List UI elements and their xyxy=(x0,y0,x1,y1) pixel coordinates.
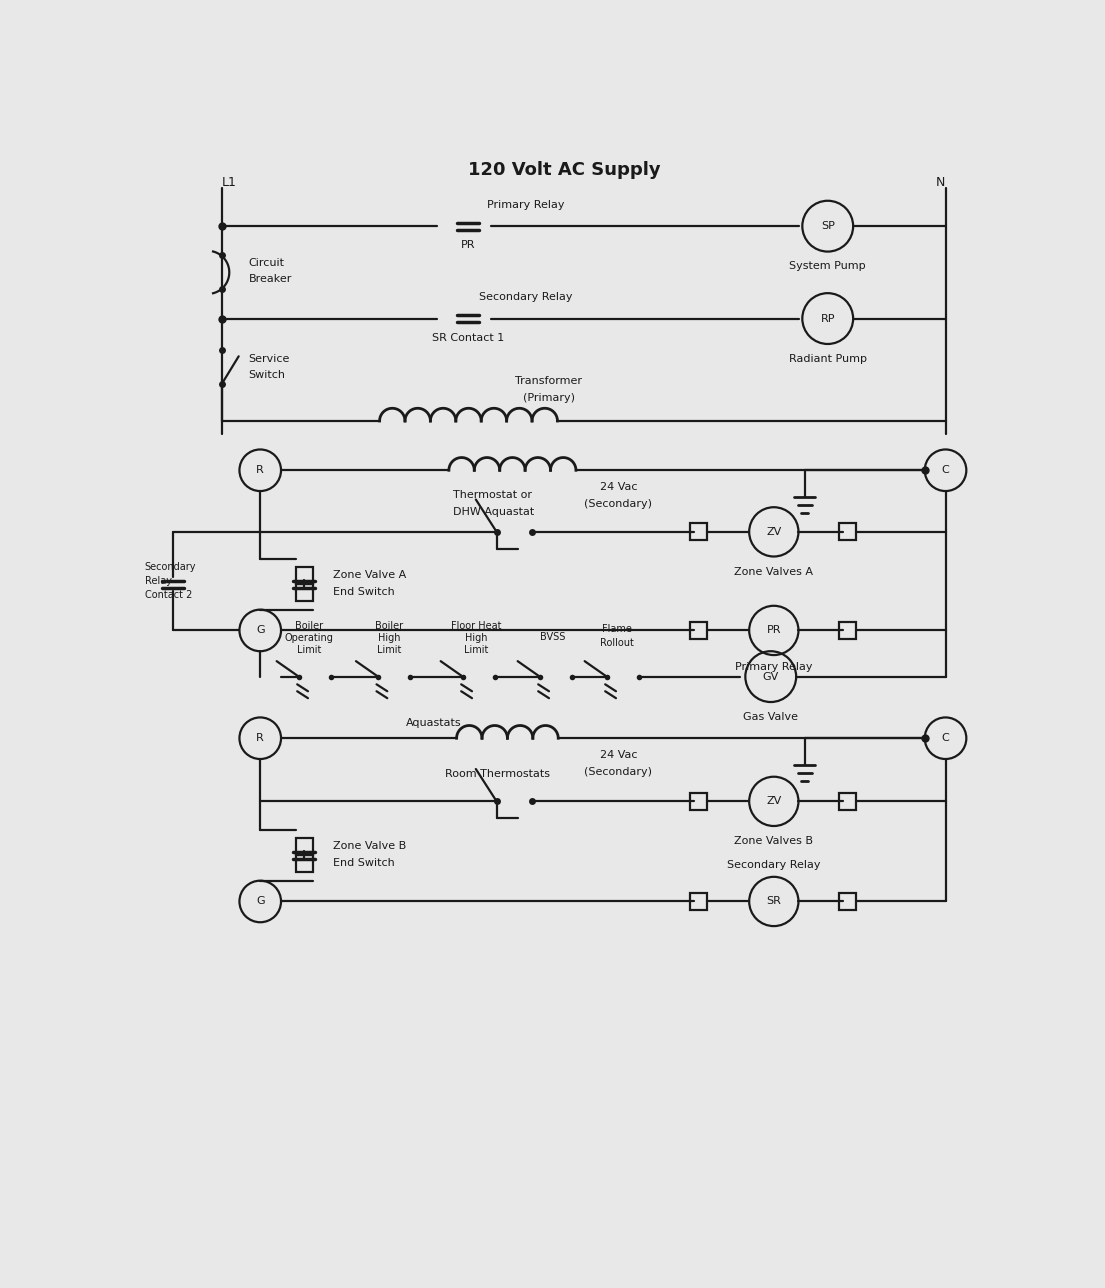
Text: 120 Volt AC Supply: 120 Volt AC Supply xyxy=(469,161,661,179)
Text: Zone Valves A: Zone Valves A xyxy=(735,567,813,577)
Text: End Switch: End Switch xyxy=(334,858,396,868)
Text: Secondary Relay: Secondary Relay xyxy=(727,859,821,869)
Text: RP: RP xyxy=(821,313,835,323)
Bar xyxy=(840,523,856,541)
Text: Zone Valves B: Zone Valves B xyxy=(735,836,813,846)
Text: Flame: Flame xyxy=(602,623,632,634)
Text: Limit: Limit xyxy=(296,645,320,656)
Text: Contact 2: Contact 2 xyxy=(145,590,192,600)
Text: (Secondary): (Secondary) xyxy=(585,768,652,777)
Text: End Switch: End Switch xyxy=(334,587,396,596)
Text: Primary Relay: Primary Relay xyxy=(487,200,565,210)
Text: GV: GV xyxy=(762,671,779,681)
Text: G: G xyxy=(256,896,264,907)
Text: Limit: Limit xyxy=(377,645,401,656)
Text: SR Contact 1: SR Contact 1 xyxy=(432,332,504,343)
Text: PR: PR xyxy=(461,241,475,250)
Bar xyxy=(296,838,313,855)
Text: 24 Vac: 24 Vac xyxy=(600,482,638,492)
Text: SR: SR xyxy=(767,896,781,907)
Text: R: R xyxy=(256,465,264,475)
Text: L1: L1 xyxy=(222,175,236,189)
Text: Gas Valve: Gas Valve xyxy=(744,712,798,721)
Text: Zone Valve B: Zone Valve B xyxy=(334,841,407,851)
Text: (Primary): (Primary) xyxy=(523,393,575,403)
Text: R: R xyxy=(256,733,264,743)
Bar xyxy=(690,622,707,639)
Text: (Secondary): (Secondary) xyxy=(585,500,652,509)
Text: PR: PR xyxy=(767,626,781,635)
Bar xyxy=(296,567,313,585)
Bar xyxy=(840,622,856,639)
Text: Limit: Limit xyxy=(464,645,488,656)
Text: Secondary Relay: Secondary Relay xyxy=(480,292,572,301)
Text: High: High xyxy=(378,634,400,643)
Text: N: N xyxy=(936,175,946,189)
Text: Radiant Pump: Radiant Pump xyxy=(789,354,866,363)
Text: Relay: Relay xyxy=(145,576,171,586)
Text: Aquastats: Aquastats xyxy=(406,717,461,728)
Bar xyxy=(296,855,313,872)
Bar xyxy=(840,793,856,810)
Text: Primary Relay: Primary Relay xyxy=(735,662,812,672)
Text: C: C xyxy=(941,733,949,743)
Text: Circuit: Circuit xyxy=(249,258,285,268)
Bar xyxy=(690,523,707,541)
Text: ZV: ZV xyxy=(766,796,781,806)
Text: High: High xyxy=(464,634,487,643)
Text: SP: SP xyxy=(821,222,834,231)
Bar xyxy=(296,585,313,601)
Text: Boiler: Boiler xyxy=(295,621,323,631)
Text: Thermostat or: Thermostat or xyxy=(453,489,532,500)
Text: Switch: Switch xyxy=(249,370,286,380)
Text: 24 Vac: 24 Vac xyxy=(600,750,638,760)
Text: Room Thermostats: Room Thermostats xyxy=(445,769,550,779)
Text: Rollout: Rollout xyxy=(600,638,633,648)
Bar xyxy=(690,893,707,909)
Text: DHW Aquastat: DHW Aquastat xyxy=(453,507,534,516)
Text: Breaker: Breaker xyxy=(249,273,292,283)
Text: Floor Heat: Floor Heat xyxy=(451,621,501,631)
Text: C: C xyxy=(941,465,949,475)
Text: BVSS: BVSS xyxy=(540,631,566,641)
Bar xyxy=(690,793,707,810)
Text: ZV: ZV xyxy=(766,527,781,537)
Text: Transformer: Transformer xyxy=(516,376,582,386)
Bar xyxy=(840,893,856,909)
Text: Operating: Operating xyxy=(284,634,334,643)
Text: System Pump: System Pump xyxy=(789,261,866,272)
Text: Boiler: Boiler xyxy=(375,621,403,631)
Text: Secondary: Secondary xyxy=(145,563,197,572)
Text: G: G xyxy=(256,626,264,635)
Text: Service: Service xyxy=(249,354,290,365)
Text: Zone Valve A: Zone Valve A xyxy=(334,571,407,580)
